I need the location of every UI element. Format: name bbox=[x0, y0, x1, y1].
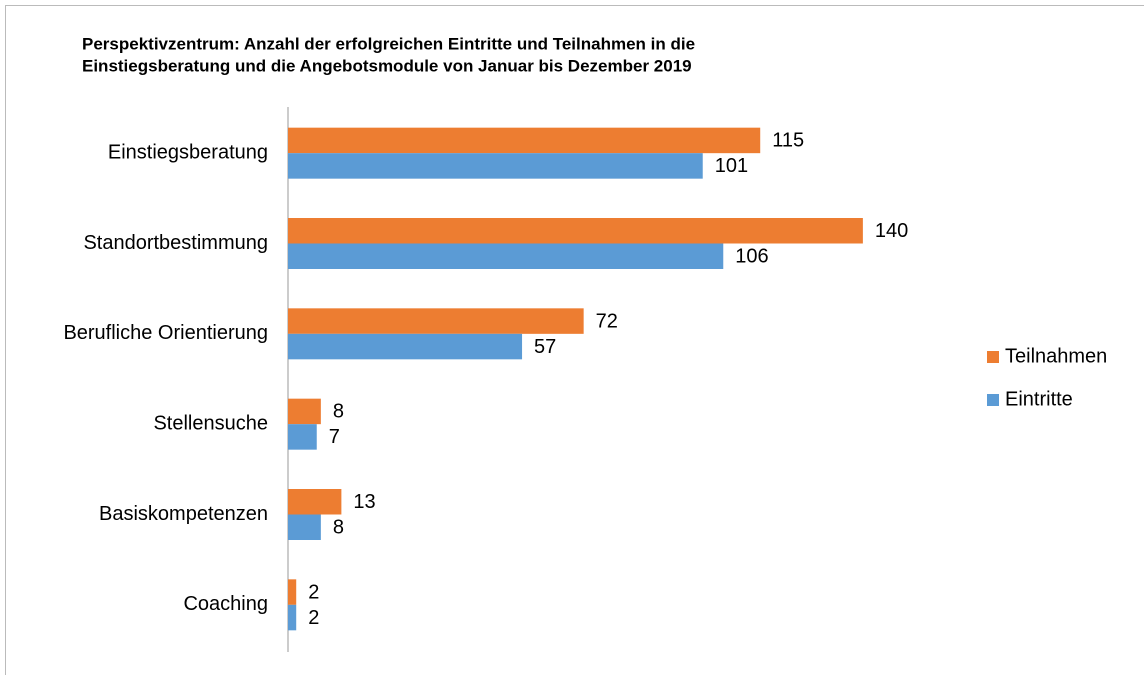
bar bbox=[288, 424, 317, 450]
category-label: Coaching bbox=[183, 593, 268, 615]
value-label: 106 bbox=[735, 246, 768, 268]
legend-swatch bbox=[987, 394, 999, 406]
chart-title: Einstiegsberatung und die Angebotsmodule… bbox=[82, 56, 692, 75]
value-label: 2 bbox=[308, 607, 319, 629]
legend-swatch bbox=[987, 351, 999, 363]
value-label: 57 bbox=[534, 336, 556, 358]
category-label: Standortbestimmung bbox=[83, 232, 268, 254]
bar bbox=[288, 604, 297, 631]
bar bbox=[288, 333, 523, 360]
bar bbox=[288, 243, 724, 269]
value-label: 8 bbox=[333, 517, 344, 539]
value-label: 13 bbox=[353, 491, 375, 513]
category-label: Berufliche Orientierung bbox=[63, 322, 268, 344]
category-label: Einstiegsberatung bbox=[108, 141, 268, 163]
category-label: Stellensuche bbox=[153, 412, 268, 434]
legend-label: Teilnahmen bbox=[1005, 345, 1107, 367]
value-label: 101 bbox=[715, 155, 748, 177]
category-label: Basiskompetenzen bbox=[99, 503, 268, 525]
bar bbox=[288, 514, 321, 540]
legend-label: Eintritte bbox=[1005, 388, 1073, 410]
bar bbox=[288, 218, 863, 244]
chart-title: Perspektivzentrum: Anzahl der erfolgreic… bbox=[82, 34, 695, 53]
bar bbox=[288, 153, 703, 179]
value-label: 140 bbox=[875, 220, 908, 242]
bar bbox=[288, 489, 342, 515]
bar bbox=[288, 579, 297, 605]
bar bbox=[288, 308, 584, 334]
value-label: 115 bbox=[772, 130, 804, 152]
value-label: 2 bbox=[308, 581, 319, 603]
bar bbox=[288, 398, 321, 425]
value-label: 72 bbox=[596, 310, 618, 332]
value-label: 8 bbox=[333, 401, 344, 423]
value-label: 7 bbox=[329, 426, 340, 448]
chart-border bbox=[5, 5, 1144, 675]
bar bbox=[288, 127, 761, 154]
